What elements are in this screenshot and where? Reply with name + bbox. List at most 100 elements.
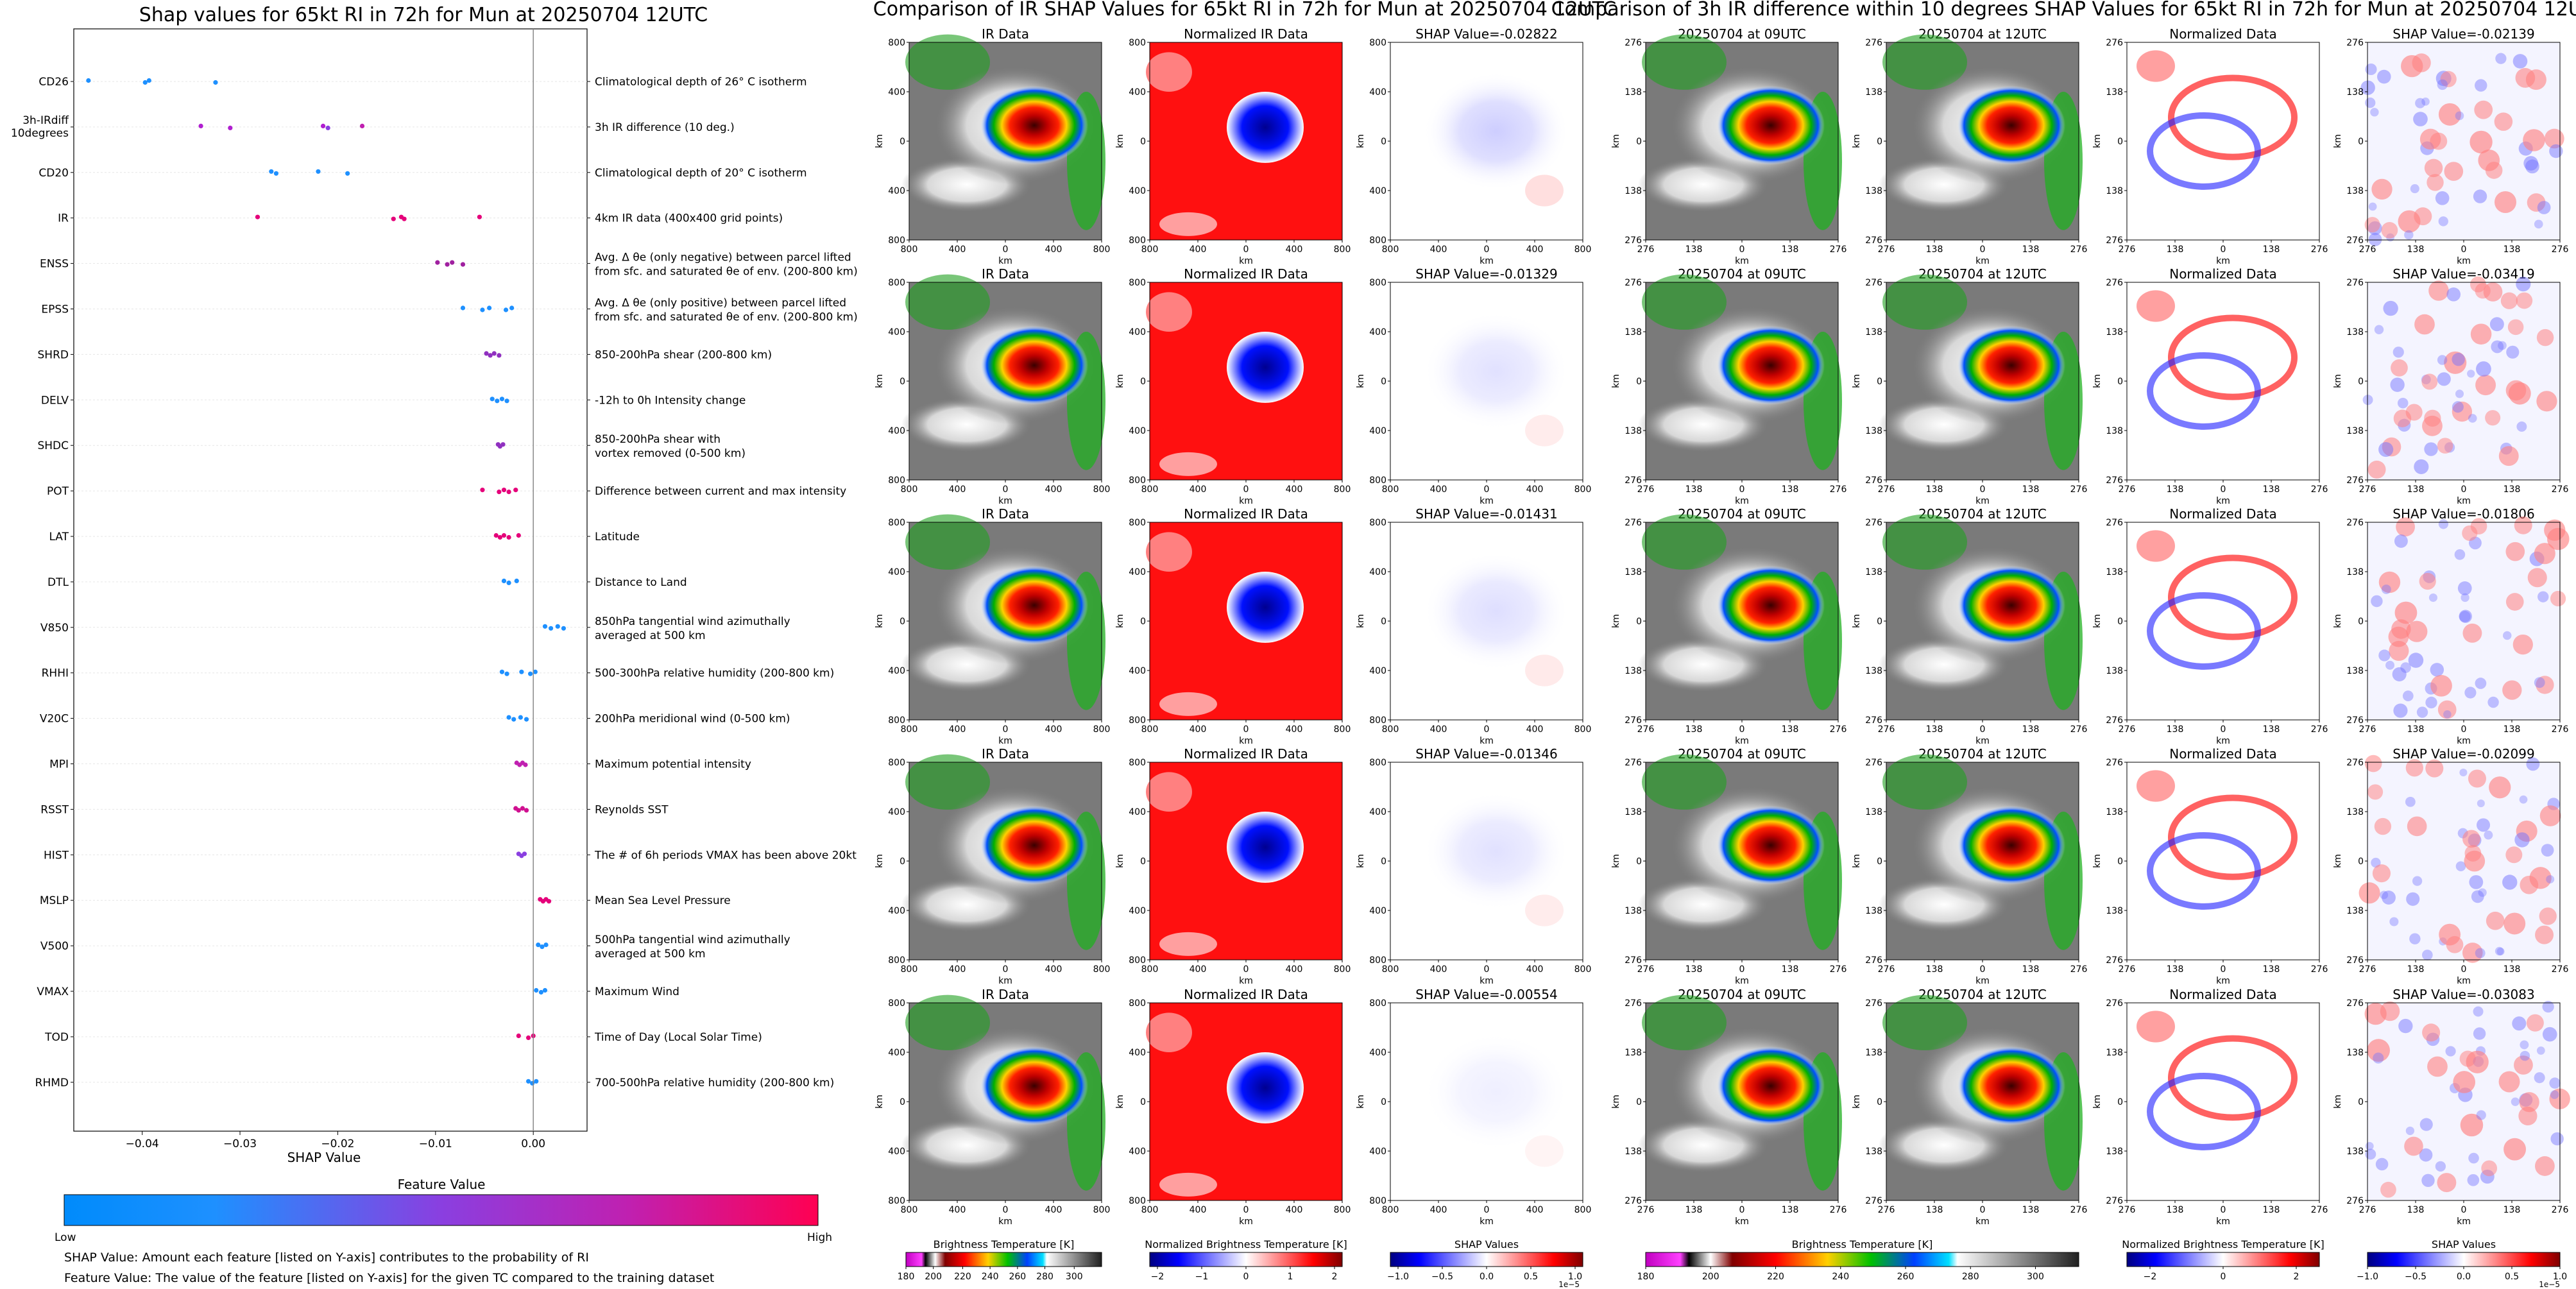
panel-xtick-label: 0 <box>2221 484 2226 495</box>
diff-shap-speck <box>2462 943 2483 963</box>
shap-point <box>533 669 538 674</box>
panel-xtick-label: 800 <box>1093 244 1111 255</box>
diff-shap-speck <box>2381 585 2391 594</box>
panel-ytick-label: 276 <box>1865 38 1882 48</box>
panel-xtick-label: 400 <box>949 1205 966 1215</box>
panel-ytick-label: 138 <box>1625 1147 1642 1157</box>
panel-xlabel: km <box>1480 976 1494 986</box>
colorbar <box>1390 1252 1583 1267</box>
diff-shap-speck <box>2459 768 2468 777</box>
panel-xtick-label: 0 <box>1003 964 1009 975</box>
panel-xtick-label: 0 <box>2221 964 2226 975</box>
diff-shap-speck <box>2372 864 2391 883</box>
shap-point <box>504 398 509 404</box>
storm-core <box>1958 85 2065 165</box>
shap-point <box>524 717 529 722</box>
panel-ytick-label: 138 <box>1625 1048 1642 1058</box>
ir-shap-comparison: Comparison of IR SHAP Values for 65kt RI… <box>873 0 1616 1289</box>
diff-shap-speck <box>2412 53 2431 73</box>
diff-shap-speck <box>2542 1027 2557 1042</box>
cloud-band <box>1882 34 1967 90</box>
panel-title: Normalized IR Data <box>1184 506 1308 522</box>
panel-title: IR Data <box>982 266 1029 282</box>
diff-feature <box>2147 1072 2261 1150</box>
panel-ytick-label: 276 <box>2346 715 2364 726</box>
panel-ytick-label: 138 <box>2346 1147 2364 1157</box>
panel-ytick-label: 138 <box>2346 906 2364 916</box>
colorbar-tick-label: 220 <box>1767 1272 1784 1282</box>
diff-shap-speck <box>2514 1055 2533 1075</box>
panel-ytick-label: 276 <box>2106 235 2123 246</box>
x-tick-label: −0.04 <box>126 1138 159 1150</box>
panel-ytick-label: 800 <box>888 278 905 288</box>
shap-point <box>228 125 233 130</box>
panel-ytick-label: 138 <box>2346 567 2364 577</box>
colorbar-tick-label: 1.0 <box>2553 1272 2567 1282</box>
diff-shap-speck <box>2394 601 2418 624</box>
x-tick-label: −0.01 <box>419 1138 452 1150</box>
panel-xtick-label: 0 <box>1980 964 1986 975</box>
panel-title: Normalized IR Data <box>1184 266 1308 282</box>
panel-ytick-label: 276 <box>1625 1196 1642 1206</box>
panel-ytick-label: 0 <box>1877 857 1882 867</box>
panel-ylabel: km <box>1356 614 1366 628</box>
diff-shap-speck <box>2424 442 2438 456</box>
diff-shap-speck <box>2519 795 2528 804</box>
feature-description: -12h to 0h Intensity change <box>595 394 746 407</box>
panel-xtick-label: 0 <box>1243 484 1249 495</box>
panel-ytick-label: 138 <box>1865 87 1882 98</box>
diff-shap-speck <box>2394 534 2408 548</box>
panel-ytick-label: 138 <box>1625 327 1642 337</box>
diff-shap-speck <box>2367 460 2386 479</box>
diff-shap-speck <box>2437 1173 2457 1193</box>
diff-shap-speck <box>2425 696 2437 709</box>
diff-shap-speck <box>2421 1174 2435 1188</box>
x-tick-label: −0.02 <box>321 1138 354 1150</box>
diff-shap-speck <box>2405 1126 2415 1136</box>
panel-ytick-label: 0 <box>1877 377 1882 387</box>
feature-description: Maximum Wind <box>595 986 679 998</box>
panel-ytick-label: 276 <box>1625 715 1642 726</box>
shap-field <box>1423 72 1569 191</box>
feature-name: EPSS <box>41 303 69 316</box>
diff-shap-speck <box>2371 595 2383 608</box>
panel-xtick-label: 276 <box>1830 484 1847 495</box>
panel-ytick-label: 138 <box>2346 1048 2364 1058</box>
norm-feature <box>1159 692 1217 716</box>
diff-shap-speck <box>2407 816 2427 837</box>
panel-ylabel: km <box>1115 374 1125 388</box>
panel-ytick-label: 276 <box>1625 955 1642 966</box>
cloud-band <box>905 274 990 330</box>
feature-name: TOD <box>44 1031 69 1044</box>
panel-ytick-label: 276 <box>1865 235 1882 246</box>
shap-point <box>497 353 502 358</box>
panel-xtick-label: 800 <box>1382 1205 1399 1215</box>
panel-ytick-label: 138 <box>1865 906 1882 916</box>
panel-ytick-label: 800 <box>888 1196 905 1206</box>
shap-point <box>501 533 507 538</box>
shap-point <box>487 305 492 311</box>
panel-xtick-label: 276 <box>2119 484 2136 495</box>
panel-ytick-label: 400 <box>1129 327 1146 337</box>
diff-shap-speck <box>2400 662 2411 673</box>
norm-storm <box>1227 1052 1304 1123</box>
panel-ylabel: km <box>1356 854 1366 868</box>
feature-name: V850 <box>40 622 69 635</box>
panel-ytick-label: 138 <box>1625 567 1642 577</box>
feature-description: 850-200hPa shear (200-800 km) <box>595 348 772 361</box>
panel-ytick-label: 138 <box>1625 186 1642 196</box>
shap-point <box>316 169 321 174</box>
panel-xtick-label: 0 <box>1243 1205 1249 1215</box>
panel-ytick-label: 0 <box>2117 857 2123 867</box>
shap-point <box>506 580 511 586</box>
feature-name: SHRD <box>38 348 69 361</box>
legend-title: Feature Value <box>398 1177 486 1192</box>
panel-title: SHAP Value=-0.00554 <box>1415 987 1557 1002</box>
panel-ytick-label: 800 <box>1369 758 1386 768</box>
shap-point <box>497 490 502 495</box>
panel-xtick-label: 400 <box>1526 244 1544 255</box>
panel-ytick-label: 800 <box>1129 38 1146 48</box>
panel-xtick-label: 138 <box>1926 724 1943 735</box>
colorbar-tick-label: 200 <box>1702 1272 1719 1282</box>
note-shap-value: SHAP Value: Amount each feature [listed … <box>64 1251 589 1265</box>
